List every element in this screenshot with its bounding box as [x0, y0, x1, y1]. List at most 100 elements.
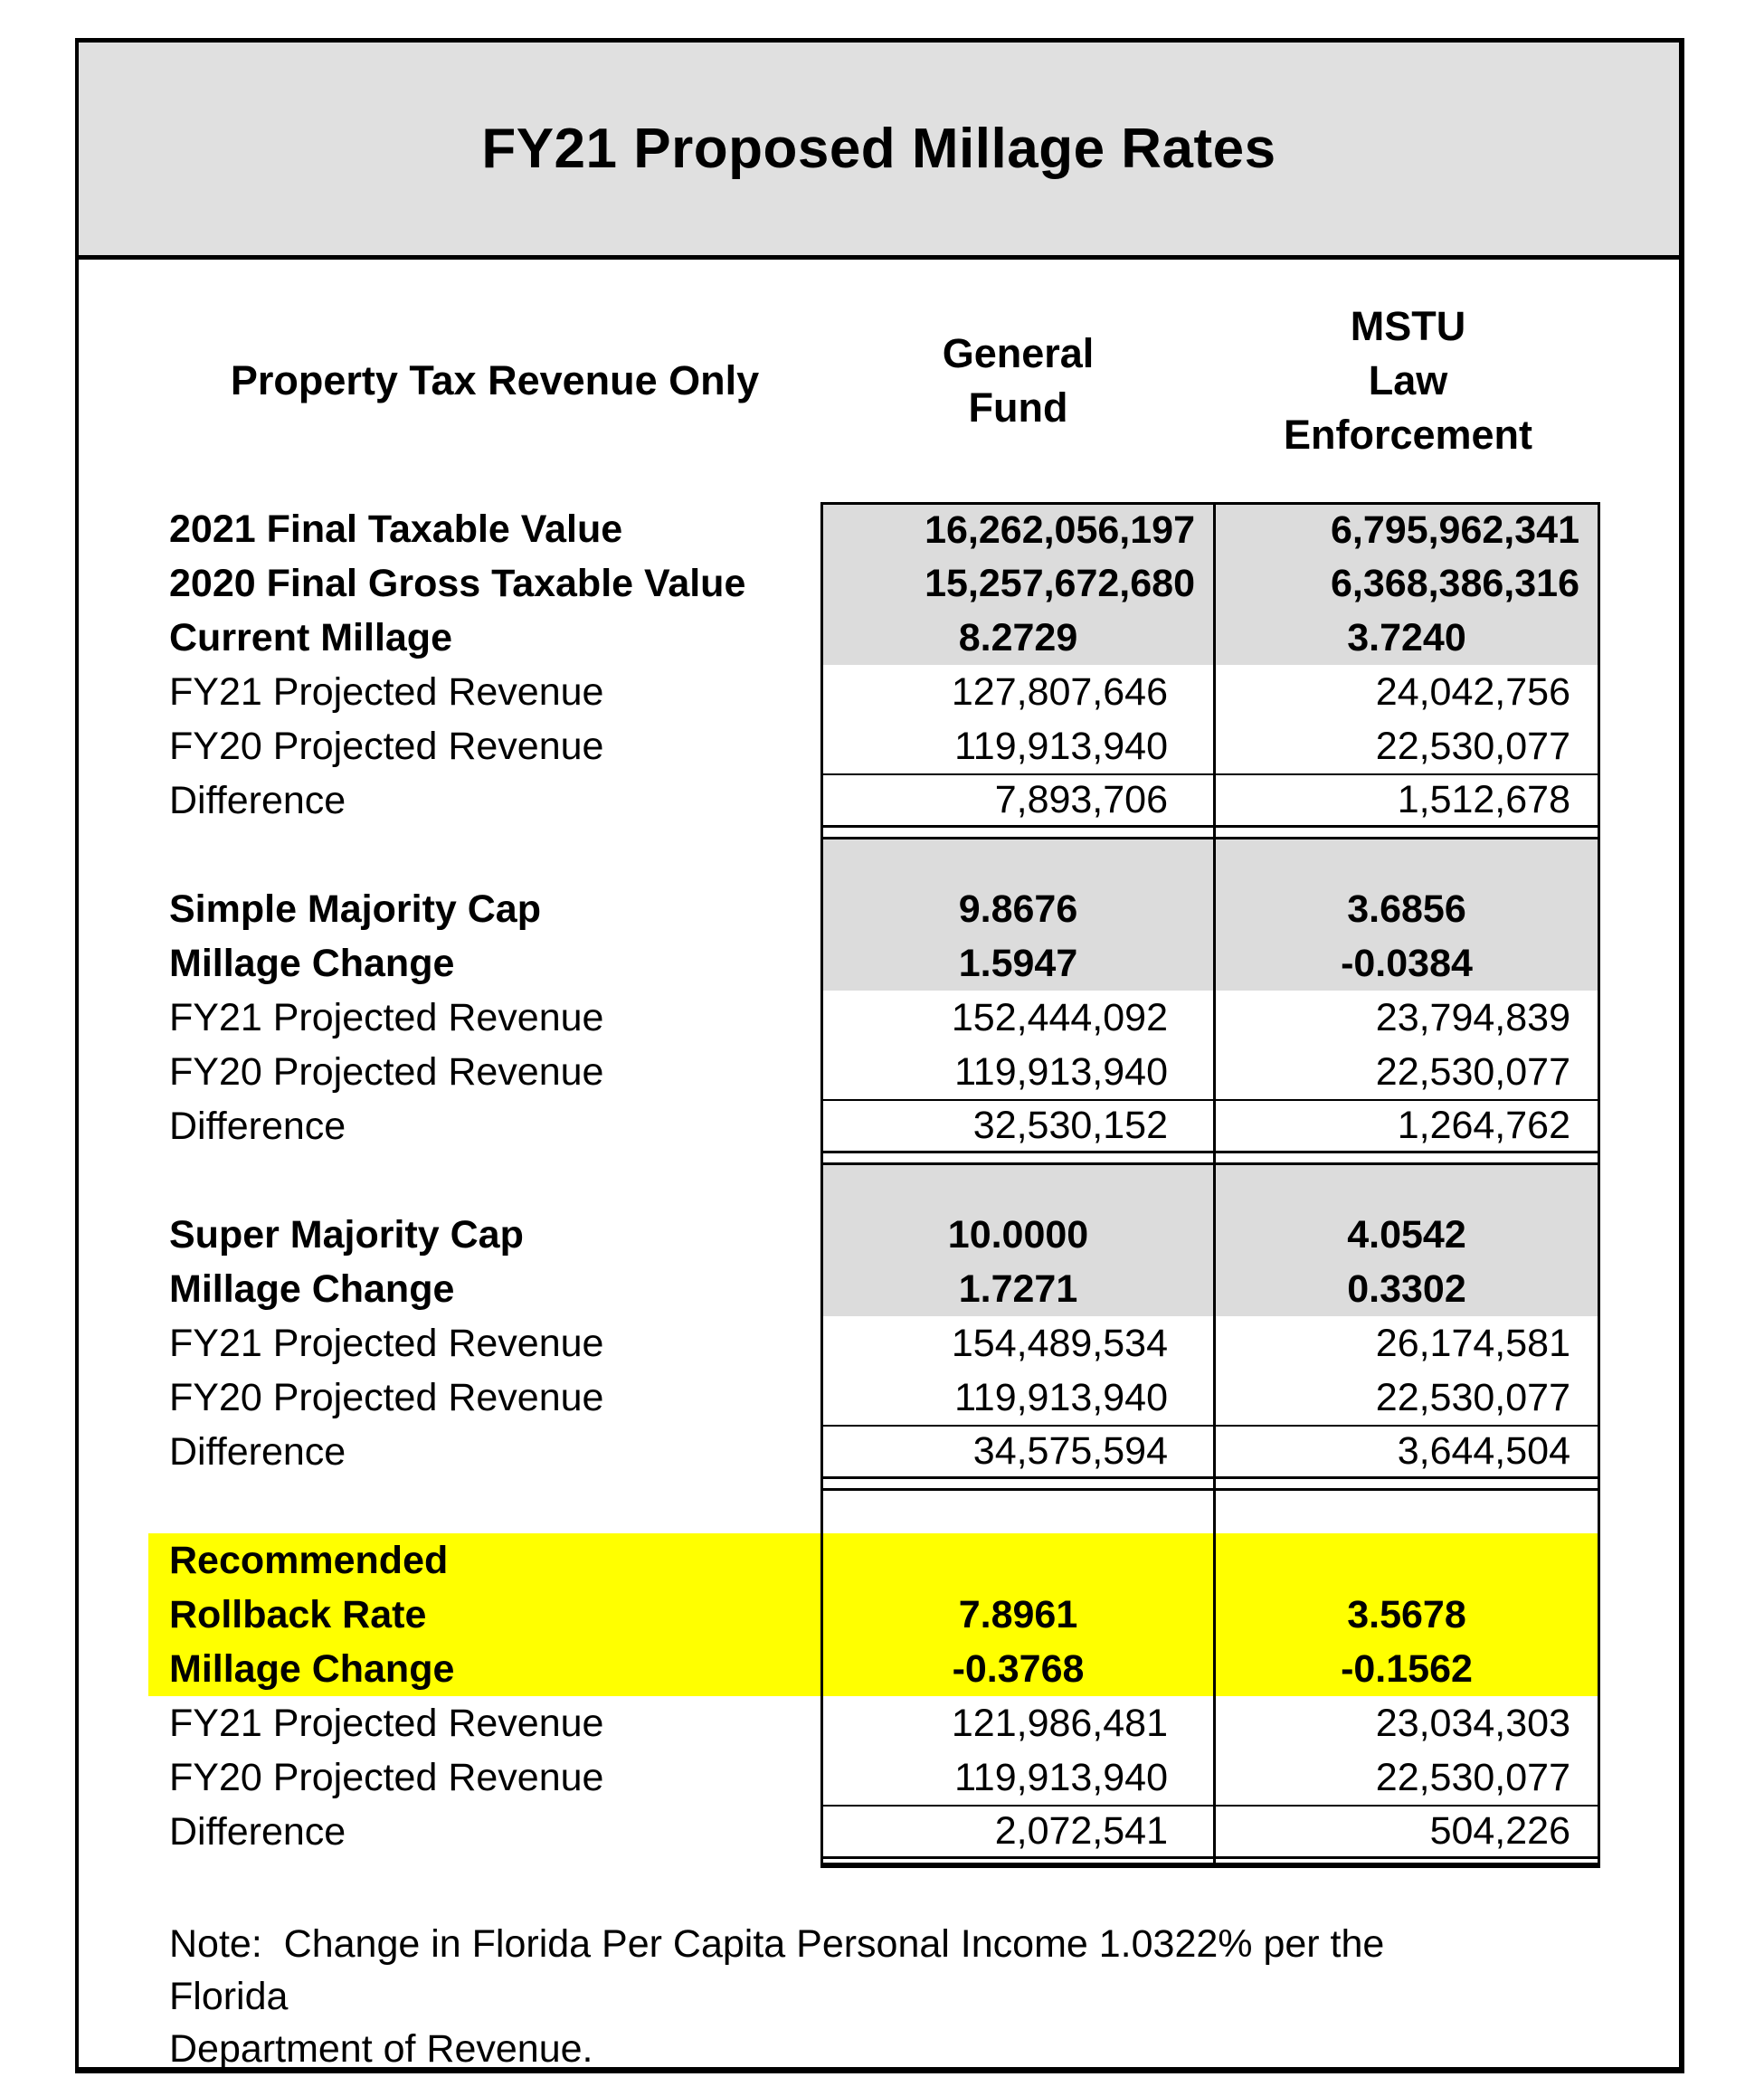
document-page: FY21 Proposed Millage Rates Property Tax…	[75, 38, 1684, 2073]
general-fund-value: 119,913,940	[820, 719, 1216, 773]
table-row: FY20 Projected Revenue 119,913,940 22,53…	[79, 719, 1679, 773]
mstu-value: 23,794,839	[1216, 991, 1600, 1045]
table-row: Simple Majority Cap 9.8676 3.6856	[79, 882, 1679, 936]
mstu-value: -0.1562	[1216, 1642, 1600, 1696]
table-row: FY20 Projected Revenue 119,913,940 22,53…	[79, 1045, 1679, 1099]
mstu-value: 6,795,962,341	[1216, 502, 1600, 556]
mstu-value: 3.6856	[1216, 882, 1600, 936]
section-gap-row	[79, 828, 1679, 837]
row-label: Difference	[169, 778, 346, 822]
table-row: Difference 2,072,541 504,226	[79, 1805, 1679, 1859]
mstu-value: 26,174,581	[1216, 1316, 1600, 1370]
row-label: FY20 Projected Revenue	[169, 1375, 604, 1419]
mstu-value: 3,644,504	[1216, 1425, 1600, 1479]
general-fund-value: 2,072,541	[820, 1805, 1216, 1859]
footnote: Note: Change in Florida Per Capita Perso…	[169, 1922, 1385, 2071]
general-fund-value: 121,986,481	[820, 1696, 1216, 1750]
general-fund-value	[820, 1533, 1216, 1588]
table-row: Difference 32,530,152 1,264,762	[79, 1099, 1679, 1153]
mstu-value: 23,034,303	[1216, 1696, 1600, 1750]
general-fund-value: 9.8676	[820, 882, 1216, 936]
row-label: Rollback Rate	[79, 1588, 820, 1642]
table-row: Rollback Rate 7.8961 3.5678	[79, 1588, 1679, 1642]
table-row: Millage Change 1.7271 0.3302	[79, 1262, 1679, 1316]
table-row: FY20 Projected Revenue 119,913,940 22,53…	[79, 1750, 1679, 1805]
table-row: 2021 Final Taxable Value 16,262,056,197 …	[79, 502, 1679, 556]
mstu-value: 1,512,678	[1216, 773, 1600, 828]
row-label: Difference	[169, 1104, 346, 1148]
row-label: Recommended	[79, 1533, 820, 1588]
general-fund-value: 34,575,594	[820, 1425, 1216, 1479]
row-label: 2021 Final Taxable Value	[169, 507, 623, 551]
row-label: 2020 Final Gross Taxable Value	[169, 561, 746, 605]
mstu-value: 22,530,077	[1216, 719, 1600, 773]
table-row: FY20 Projected Revenue 119,913,940 22,53…	[79, 1370, 1679, 1425]
general-fund-value: 119,913,940	[820, 1045, 1216, 1099]
mstu-value: 504,226	[1216, 1805, 1600, 1859]
mstu-value: 22,530,077	[1216, 1045, 1600, 1099]
row-label: Millage Change	[79, 1642, 820, 1696]
row-label: FY20 Projected Revenue	[169, 1049, 604, 1094]
table-row: FY21 Projected Revenue 152,444,092 23,79…	[79, 991, 1679, 1045]
row-label: Difference	[169, 1809, 346, 1854]
row-label: Simple Majority Cap	[169, 887, 541, 931]
row-label: FY21 Projected Revenue	[169, 995, 604, 1039]
mstu-value: 1,264,762	[1216, 1099, 1600, 1153]
mstu-value: -0.0384	[1216, 936, 1600, 991]
table-row: Difference 34,575,594 3,644,504	[79, 1425, 1679, 1479]
spacer-row	[79, 1162, 1679, 1208]
row-label: Current Millage	[169, 615, 452, 659]
mstu-value: 22,530,077	[1216, 1750, 1600, 1805]
table-row: Millage Change -0.3768 -0.1562	[79, 1642, 1679, 1696]
table-row: FY21 Projected Revenue 121,986,481 23,03…	[79, 1696, 1679, 1750]
row-label: Difference	[169, 1429, 346, 1474]
table-row: Recommended	[79, 1533, 1679, 1588]
row-label: FY21 Projected Revenue	[169, 669, 604, 714]
mstu-value: 4.0542	[1216, 1208, 1600, 1262]
table-row: Current Millage 8.2729 3.7240	[79, 611, 1679, 665]
mstu-value: 6,368,386,316	[1216, 556, 1600, 611]
row-label: Super Majority Cap	[169, 1212, 524, 1257]
row-label: FY21 Projected Revenue	[169, 1701, 604, 1745]
row-label: Millage Change	[169, 941, 455, 985]
general-fund-value: 7.8961	[820, 1588, 1216, 1642]
general-fund-value: 1.7271	[820, 1262, 1216, 1316]
row-label: FY21 Projected Revenue	[169, 1321, 604, 1365]
general-fund-value: 127,807,646	[820, 665, 1216, 719]
table-row: 2020 Final Gross Taxable Value 15,257,67…	[79, 556, 1679, 611]
mstu-value: 3.7240	[1216, 611, 1600, 665]
mstu-value	[1216, 1533, 1600, 1588]
page-title: FY21 Proposed Millage Rates	[481, 118, 1276, 180]
table-row: Millage Change 1.5947 -0.0384	[79, 936, 1679, 991]
general-fund-value: 119,913,940	[820, 1370, 1216, 1425]
general-fund-value: 154,489,534	[820, 1316, 1216, 1370]
general-fund-value: 16,262,056,197	[820, 502, 1216, 556]
section-gap-row	[79, 1479, 1679, 1488]
column-header-row: Property Tax Revenue Only General Fund M…	[79, 260, 1679, 502]
row-label: Millage Change	[169, 1266, 455, 1311]
general-fund-value: 15,257,672,680	[820, 556, 1216, 611]
general-fund-value: 152,444,092	[820, 991, 1216, 1045]
mstu-value: 3.5678	[1216, 1588, 1600, 1642]
section-gap-row	[79, 1153, 1679, 1162]
title-bar: FY21 Proposed Millage Rates	[79, 43, 1679, 260]
mstu-value: 22,530,077	[1216, 1370, 1600, 1425]
spacer-row	[79, 1488, 1679, 1533]
spacer-row	[79, 837, 1679, 882]
column-header-mstu: MSTU Law Enforcement	[1283, 303, 1533, 458]
general-fund-value: 10.0000	[820, 1208, 1216, 1262]
table-row: Difference 7,893,706 1,512,678	[79, 773, 1679, 828]
column-header-label: Property Tax Revenue Only	[230, 357, 760, 403]
general-fund-value: 8.2729	[820, 611, 1216, 665]
row-label: FY20 Projected Revenue	[169, 724, 604, 768]
table-row: Super Majority Cap 10.0000 4.0542	[79, 1208, 1679, 1262]
general-fund-value: -0.3768	[820, 1642, 1216, 1696]
general-fund-value: 1.5947	[820, 936, 1216, 991]
table-bottom-rule	[79, 1859, 1679, 1868]
row-label: FY20 Projected Revenue	[169, 1755, 604, 1799]
general-fund-value: 7,893,706	[820, 773, 1216, 828]
table-row: FY21 Projected Revenue 127,807,646 24,04…	[79, 665, 1679, 719]
mstu-value: 0.3302	[1216, 1262, 1600, 1316]
column-header-general-fund: General Fund	[942, 330, 1095, 431]
general-fund-value: 32,530,152	[820, 1099, 1216, 1153]
